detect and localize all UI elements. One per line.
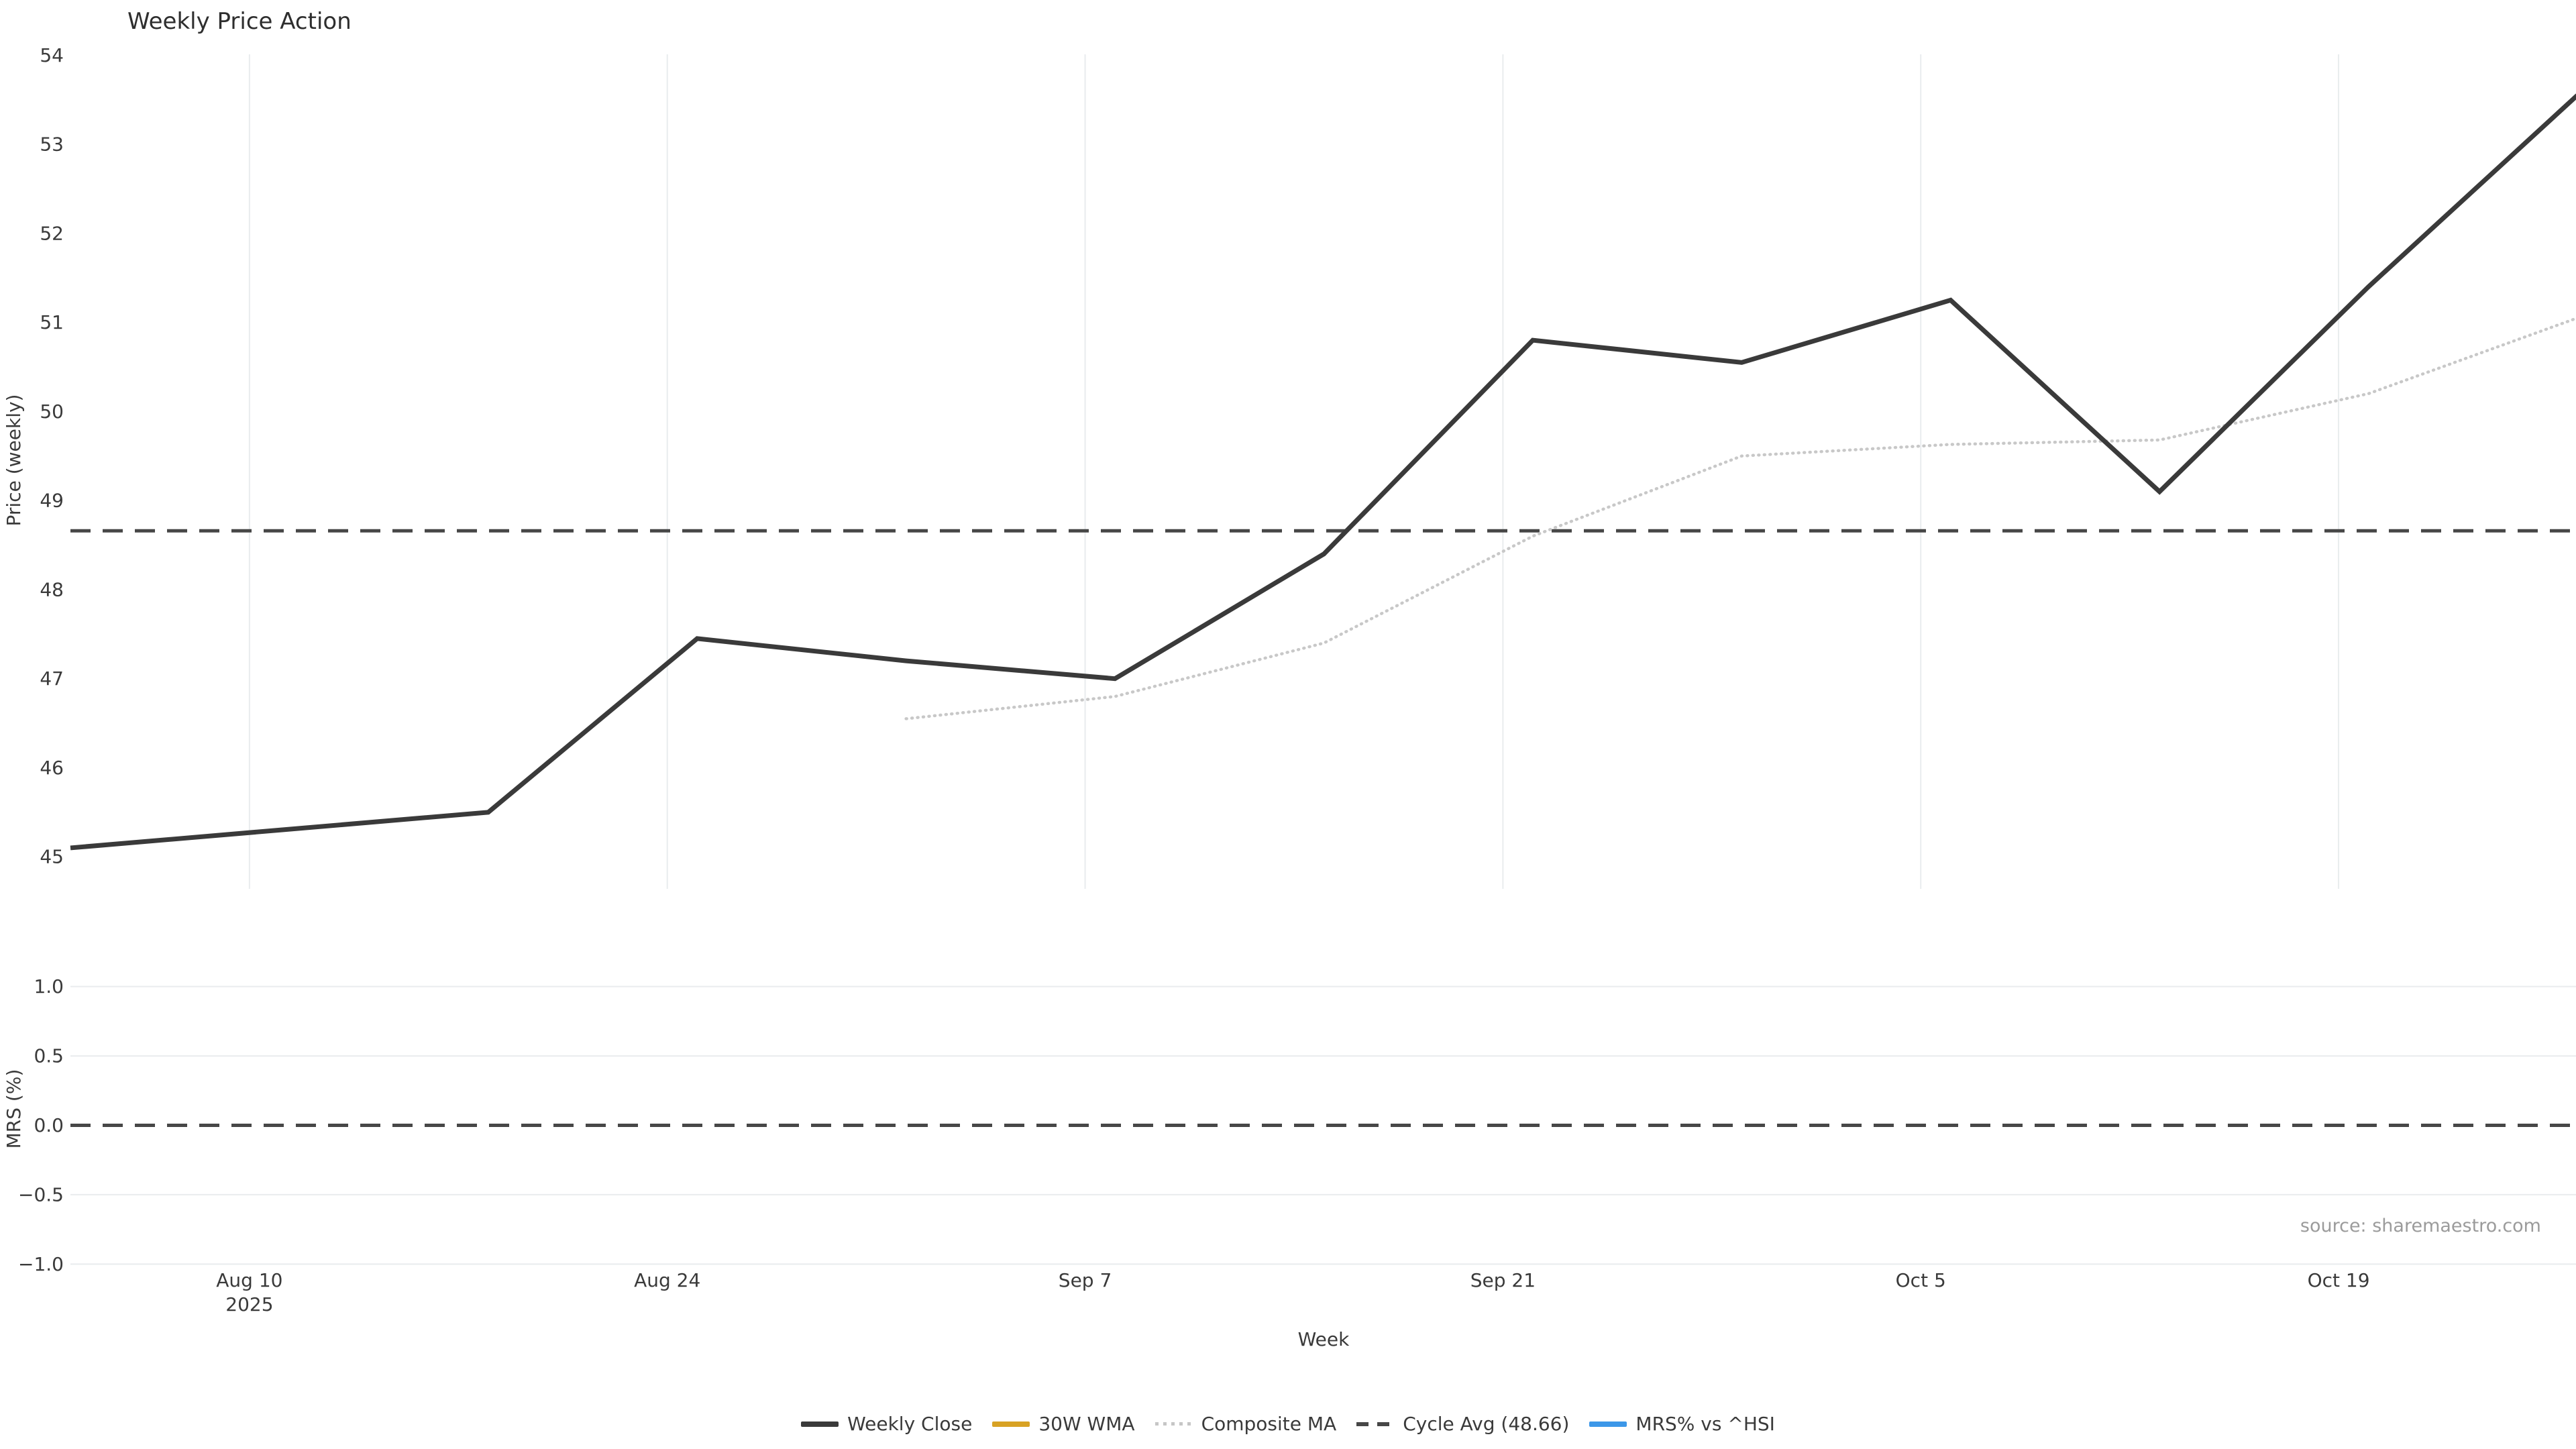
x-tick-label: Oct 19 — [2308, 1269, 2370, 1291]
legend-item-weekly-close: Weekly Close — [801, 1413, 972, 1435]
price-y-tick-label: 47 — [40, 667, 64, 690]
legend-swatch-solid — [992, 1421, 1030, 1427]
legend-item-mrs-vs-hsi: MRS% vs ^HSI — [1589, 1413, 1775, 1435]
chart-title: Weekly Price Action — [127, 8, 352, 35]
x-tick-year-label: 2025 — [225, 1293, 273, 1316]
mrs-axis-label: MRS (%) — [3, 1069, 25, 1149]
legend-swatch-solid — [1589, 1421, 1627, 1427]
legend-swatch-dashed — [1356, 1421, 1395, 1426]
mrs-y-tick-label: 0.0 — [34, 1114, 64, 1136]
legend-label: Cycle Avg (48.66) — [1403, 1413, 1570, 1435]
legend-item-cycle-avg-48-66-: Cycle Avg (48.66) — [1356, 1413, 1569, 1435]
mrs-y-tick-label: −1.0 — [18, 1253, 64, 1275]
x-tick-label: Sep 21 — [1470, 1269, 1536, 1291]
price-y-tick-label: 53 — [40, 133, 64, 156]
x-tick-label: Sep 7 — [1059, 1269, 1112, 1291]
x-tick-label: Aug 24 — [634, 1269, 700, 1291]
price-y-tick-label: 46 — [40, 757, 64, 779]
legend-swatch-dotted — [1155, 1422, 1193, 1426]
series-weekly-close — [70, 93, 2576, 851]
legend: Weekly Close 30W WMA Composite MA Cycle Avg… — [0, 1413, 2576, 1435]
mrs-y-tick-label: 0.5 — [34, 1045, 64, 1067]
legend-swatch-solid — [801, 1421, 839, 1427]
price-y-tick-label: 52 — [40, 222, 64, 244]
price-y-tick-label: 49 — [40, 490, 64, 512]
mrs-y-tick-label: −0.5 — [18, 1183, 64, 1205]
legend-label: MRS% vs ^HSI — [1635, 1413, 1775, 1435]
mrs-y-tick-label: 1.0 — [34, 975, 64, 998]
legend-label: 30W WMA — [1038, 1413, 1135, 1435]
legend-item-composite-ma: Composite MA — [1155, 1413, 1337, 1435]
price-y-tick-label: 54 — [40, 44, 64, 66]
x-tick-label: Aug 10 — [216, 1269, 282, 1291]
week-axis-label: Week — [1298, 1328, 1350, 1350]
price-y-tick-label: 51 — [40, 311, 64, 333]
source-note: source: sharemaestro.com — [2300, 1216, 2541, 1236]
price-y-tick-label: 50 — [40, 400, 64, 423]
legend-label: Composite MA — [1201, 1413, 1337, 1435]
legend-item-30w-wma: 30W WMA — [992, 1413, 1135, 1435]
price-y-tick-label: 48 — [40, 578, 64, 600]
price-y-tick-label: 45 — [40, 846, 64, 868]
x-tick-label: Oct 5 — [1896, 1269, 1946, 1291]
price-axis-label: Price (weekly) — [3, 394, 25, 527]
series-composite-ma — [904, 317, 2576, 720]
legend-label: Weekly Close — [847, 1413, 973, 1435]
